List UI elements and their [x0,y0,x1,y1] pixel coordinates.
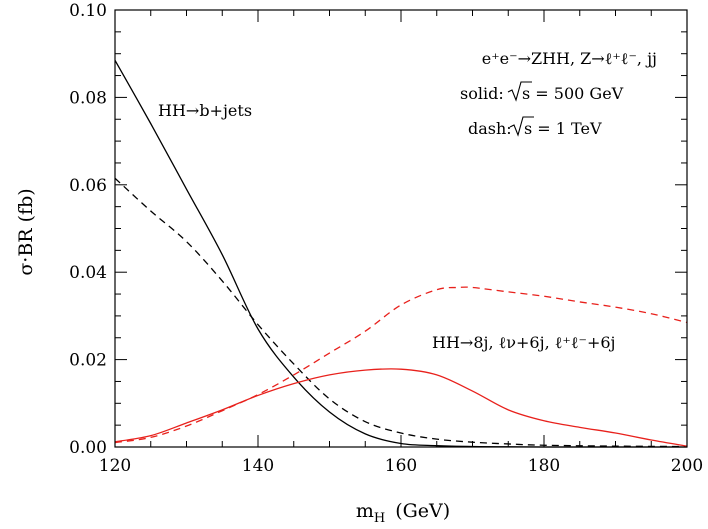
series-red-dashed [114,286,688,444]
tick-labels: 120 140 160 180 200 0.00 0.02 0.04 0.06 0.08 0.10 [69,1,703,476]
y-tick-label: 0.08 [69,88,107,108]
x-tick-label: 200 [671,456,703,476]
annotation-hh-8j: HH→8j, ℓν+6j, ℓ⁺ℓ⁻+6j [432,333,616,352]
plot-frame [114,9,688,448]
annotation-process: e⁺e⁻→ZHH, Z→ℓ⁺ℓ⁻, jj [482,49,657,68]
annotation-hh-bjets: HH→b+jets [158,101,252,120]
x-tick-label: 140 [242,456,274,476]
x-axis-title-main: m [356,500,374,522]
x-tick-label: 160 [385,456,417,476]
annotation-dash-prefix: dash: [468,119,512,138]
axis-ticks [114,9,688,448]
annotation-solid-prefix: solid: [460,84,504,103]
y-tick-label: 0.06 [69,176,107,196]
sqrt-sign-dash [509,116,534,137]
y-tick-label: 0.10 [69,1,107,21]
y-axis-title: σ·BR (fb) [15,188,37,275]
sqrt-sign-solid [507,81,532,102]
x-axis-title-sub: H [374,511,385,526]
x-tick-label: 120 [99,456,131,476]
y-tick-label: 0.02 [69,351,107,371]
y-tick-label: 0.04 [69,263,107,283]
annotation-solid-value: s = 500 GeV [522,84,624,103]
series-red-solid [114,368,688,447]
x-tick-label: 180 [528,456,560,476]
series-black-dashed [114,177,688,448]
x-axis-title: mH (GeV) [356,500,450,526]
annotation-dash-value: s = 1 TeV [524,119,602,138]
y-tick-label: 0.00 [69,438,107,458]
x-axis-title-unit: (GeV) [395,500,450,522]
